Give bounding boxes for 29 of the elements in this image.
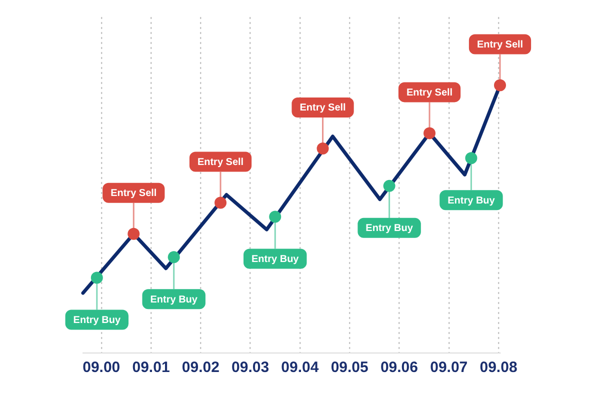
point <box>168 251 180 264</box>
x-tick-label: 09.08 <box>480 359 518 376</box>
x-tick-label: 09.06 <box>380 359 418 376</box>
annotation: Entry Buy <box>150 294 198 306</box>
x-tick-label: 09.04 <box>281 359 320 376</box>
point <box>90 272 103 284</box>
annotation: Entry Sell <box>476 40 524 51</box>
annotation: Entry Buy <box>73 315 121 326</box>
annotation: Entry Buy <box>366 223 414 234</box>
point <box>214 196 227 209</box>
annotation: Entry Sell <box>300 102 346 114</box>
point <box>424 127 436 140</box>
x-tick-label: 09.01 <box>132 359 170 376</box>
annotation: Entry Buy <box>252 254 300 265</box>
x-tick-label: 09.03 <box>232 359 270 376</box>
point <box>494 79 506 92</box>
x-tick-label: 09.05 <box>330 359 368 376</box>
point <box>128 228 140 240</box>
annotation: Entry Sell <box>197 157 244 168</box>
annotation: Entry Sell <box>110 188 157 200</box>
point <box>383 180 396 192</box>
x-tick-label: 09.00 <box>82 359 120 376</box>
annotation: Entry Buy <box>448 195 496 206</box>
point <box>269 210 282 223</box>
point <box>316 142 329 154</box>
x-tick-label: 09.07 <box>430 359 468 376</box>
annotation: Entry Sell <box>406 87 453 98</box>
point <box>465 152 478 164</box>
x-tick-label: 09.02 <box>182 359 220 376</box>
